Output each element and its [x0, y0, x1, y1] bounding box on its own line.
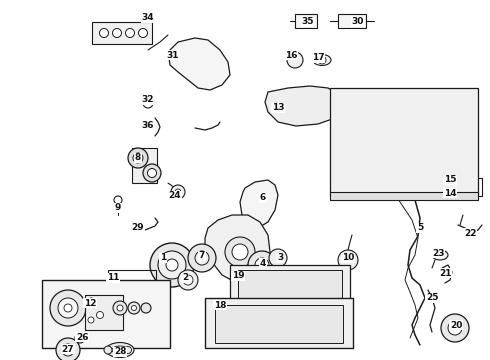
Circle shape: [62, 344, 74, 356]
Text: 23: 23: [432, 248, 444, 257]
Circle shape: [255, 258, 269, 272]
Circle shape: [58, 298, 78, 318]
Text: 28: 28: [114, 347, 126, 356]
Bar: [42, 280, 170, 348]
Ellipse shape: [106, 342, 134, 357]
Text: 12: 12: [84, 298, 96, 307]
Circle shape: [113, 301, 127, 315]
Bar: [338, 14, 366, 28]
Circle shape: [113, 28, 122, 37]
Circle shape: [75, 333, 85, 343]
Bar: [215, 305, 343, 343]
Text: 2: 2: [182, 274, 188, 283]
Ellipse shape: [112, 346, 128, 354]
Text: 16: 16: [285, 50, 297, 59]
Circle shape: [50, 290, 86, 326]
Circle shape: [104, 346, 112, 354]
Text: 13: 13: [272, 104, 284, 112]
Circle shape: [150, 243, 194, 287]
Text: 14: 14: [443, 189, 456, 198]
Circle shape: [117, 305, 123, 311]
Text: 29: 29: [132, 224, 145, 233]
Bar: [92, 22, 152, 44]
Circle shape: [99, 28, 108, 37]
Polygon shape: [240, 180, 278, 228]
Ellipse shape: [432, 250, 448, 260]
Circle shape: [448, 321, 462, 335]
Circle shape: [56, 338, 80, 360]
Bar: [205, 298, 353, 348]
Circle shape: [131, 306, 137, 310]
Polygon shape: [205, 215, 270, 283]
Polygon shape: [265, 86, 340, 126]
Text: 17: 17: [312, 54, 324, 63]
Circle shape: [128, 302, 140, 314]
Bar: [295, 14, 317, 28]
Bar: [330, 88, 478, 196]
Text: 32: 32: [142, 95, 154, 104]
Circle shape: [178, 270, 198, 290]
Text: 18: 18: [214, 301, 226, 310]
Ellipse shape: [313, 54, 331, 66]
Circle shape: [133, 153, 143, 163]
Circle shape: [166, 259, 178, 271]
Text: 15: 15: [444, 175, 456, 184]
Circle shape: [183, 275, 193, 285]
Text: 31: 31: [167, 50, 179, 59]
Bar: [108, 270, 156, 292]
Circle shape: [188, 244, 216, 272]
Circle shape: [125, 28, 134, 37]
Text: 9: 9: [115, 203, 121, 212]
Circle shape: [87, 298, 95, 306]
Circle shape: [124, 346, 131, 354]
Text: 8: 8: [135, 153, 141, 162]
Bar: [132, 148, 157, 183]
Text: 30: 30: [352, 18, 364, 27]
Circle shape: [232, 244, 248, 260]
Circle shape: [139, 28, 147, 37]
Text: 1: 1: [160, 253, 166, 262]
Circle shape: [64, 304, 72, 312]
Bar: [330, 192, 478, 200]
Circle shape: [97, 311, 103, 319]
Circle shape: [158, 251, 186, 279]
Circle shape: [141, 303, 151, 313]
Text: 11: 11: [107, 274, 119, 283]
Circle shape: [147, 168, 156, 177]
Text: 5: 5: [417, 224, 423, 233]
Circle shape: [287, 52, 303, 68]
Text: 4: 4: [260, 258, 266, 267]
Circle shape: [171, 185, 185, 199]
Text: 36: 36: [142, 121, 154, 130]
Text: 20: 20: [450, 320, 462, 329]
Circle shape: [225, 237, 255, 267]
Text: 35: 35: [302, 18, 314, 27]
Text: 22: 22: [464, 229, 476, 238]
Circle shape: [128, 148, 148, 168]
Circle shape: [115, 347, 121, 353]
Text: 25: 25: [426, 293, 438, 302]
Circle shape: [248, 251, 276, 279]
Text: 24: 24: [169, 192, 181, 201]
Text: 10: 10: [342, 253, 354, 262]
Circle shape: [441, 314, 469, 342]
Text: 34: 34: [142, 13, 154, 22]
Bar: [230, 265, 350, 305]
Polygon shape: [168, 38, 230, 90]
Circle shape: [143, 164, 161, 182]
Text: 27: 27: [62, 345, 74, 354]
Bar: [238, 270, 342, 300]
Text: 21: 21: [439, 269, 451, 278]
Text: 26: 26: [76, 333, 88, 342]
Text: 19: 19: [232, 271, 245, 280]
Text: 7: 7: [199, 252, 205, 261]
Circle shape: [195, 251, 209, 265]
Circle shape: [269, 249, 287, 267]
Text: 6: 6: [260, 194, 266, 202]
Bar: [85, 295, 123, 330]
Circle shape: [338, 250, 358, 270]
Circle shape: [88, 317, 94, 323]
Text: 3: 3: [277, 253, 283, 262]
